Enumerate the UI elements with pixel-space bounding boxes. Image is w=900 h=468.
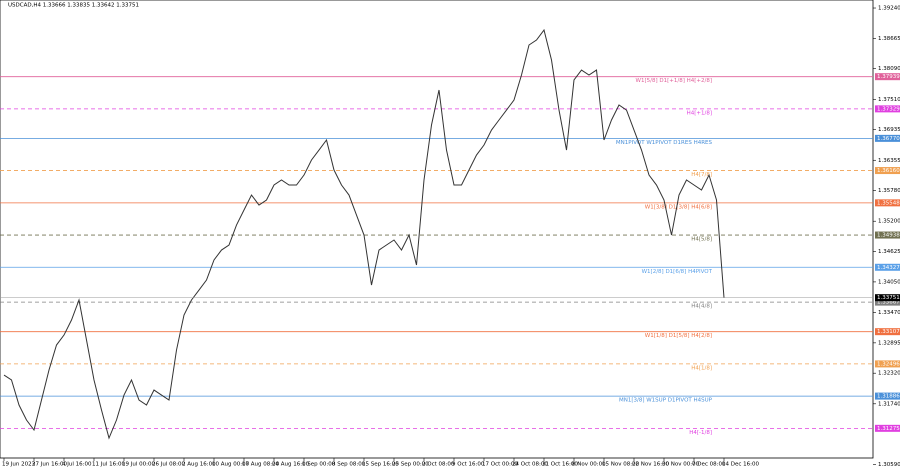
x-tick-label: 15 Nov 08:00 [602, 462, 640, 468]
x-tick-label: 31 Oct 16:00 [542, 462, 578, 468]
price-line [3, 28, 725, 440]
y-tick-label: 1.33470 [878, 310, 900, 316]
level-price-label: 1.37939 [877, 74, 900, 80]
level-text: H4[-1/8] [689, 430, 712, 436]
level-text: W1[5/8] D1[+1/8] H4[+2/8] [636, 78, 712, 84]
y-tick-label: 1.37510 [878, 97, 900, 103]
x-tick-label: 22 Nov 16:00 [632, 462, 670, 468]
level-price-box [875, 73, 900, 81]
y-tick-label: 1.36355 [878, 158, 900, 164]
x-tick-label: 24 Oct 08:00 [512, 462, 548, 468]
x-tick-label: 10 Aug 00:00 [212, 462, 250, 468]
y-tick-label: 1.39240 [878, 6, 900, 12]
level-price-box [875, 231, 900, 239]
y-tick-label: 1.35780 [878, 188, 900, 194]
x-tick-label: 30 Nov 00:00 [662, 462, 700, 468]
y-tick-label: 1.36935 [878, 127, 900, 133]
x-tick-label: 17 Oct 00:00 [482, 462, 518, 468]
y-tick-label: 1.38090 [878, 66, 900, 72]
x-tick-label: 4 Jul 16:00 [62, 462, 92, 468]
level-price-box [875, 328, 900, 336]
x-tick-label: 19 Jul 00:00 [122, 462, 155, 468]
x-tick-label: 2 Aug 16:00 [182, 462, 216, 468]
x-tick-label: 15 Sep 16:00 [362, 462, 399, 468]
level-text: H4[+1/8] [687, 110, 712, 116]
level-price-label: 1.36770 [877, 136, 900, 142]
x-tick-label: 9 Oct 16:00 [452, 462, 485, 468]
level-price-box [875, 360, 900, 368]
x-tick-label: 17 Aug 08:00 [242, 462, 280, 468]
y-tick-label: 1.38665 [878, 36, 900, 42]
level-text: H4[7/8] [691, 172, 712, 178]
x-tick-label: 7 Dec 08:00 [692, 462, 726, 468]
level-text: W1[2/8] D1[6/8] H4PIVOT [642, 269, 713, 275]
current-price-label: 1.33751 [877, 295, 900, 301]
y-tick-label: 1.32320 [878, 371, 900, 377]
level-price-label: 1.32496 [877, 361, 900, 367]
level-price-label: 1.36160 [877, 168, 900, 174]
level-price-label: 1.37329 [877, 106, 900, 112]
x-tick-label: 25 Sep 00:00 [392, 462, 429, 468]
x-tick-label: 8 Sep 08:00 [332, 462, 366, 468]
x-tick-label: 1 Sep 00:00 [302, 462, 336, 468]
x-tick-label: 19 Jun 2023 [2, 462, 36, 468]
level-text: H4[1/8] [691, 365, 712, 371]
x-tick-label: 11 Jul 16:00 [92, 462, 125, 468]
level-price-box [875, 392, 900, 400]
level-price-label: 1.31886 [877, 394, 900, 400]
y-tick-label: 1.30590 [878, 462, 900, 468]
level-price-box [875, 298, 900, 306]
level-price-box [875, 424, 900, 432]
y-tick-label: 1.35200 [878, 219, 900, 225]
level-text: W1[1/8] D1[5/8] H4[2/8] [645, 333, 712, 339]
level-price-box [875, 134, 900, 142]
level-price-box [875, 105, 900, 113]
level-text: H4[4/8] [691, 304, 712, 310]
y-tick-label: 1.31740 [878, 401, 900, 407]
chart-title: USDCAD,H4 1.33666 1.33835 1.33642 1.3375… [8, 3, 139, 9]
level-text: H4[5/8] [691, 237, 712, 243]
x-tick-label: 27 Jun 16:00 [32, 462, 67, 468]
current-price-box [875, 294, 900, 302]
level-price-label: 1.31275 [877, 426, 900, 432]
y-tick-label: 1.34050 [878, 279, 900, 285]
y-tick-label: 1.32895 [878, 340, 900, 346]
level-price-label: 1.33667 [877, 300, 900, 306]
x-tick-label: 8 Nov 00:00 [572, 462, 606, 468]
x-tick-label: 2 Oct 08:00 [422, 462, 455, 468]
plot-frame [0, 0, 874, 459]
level-price-box [875, 263, 900, 271]
level-price-label: 1.34327 [877, 265, 900, 271]
level-price-label: 1.35548 [877, 200, 900, 206]
x-tick-label: 26 Jul 08:00 [152, 462, 185, 468]
level-text: MN1[3/8] W1SUP D1PIVOT H4SUP [619, 398, 713, 404]
x-tick-label: 14 Dec 16:00 [722, 462, 759, 468]
level-text: W1[3/8] D1[3/8] H4[6/8] [645, 204, 712, 210]
level-price-label: 1.33107 [877, 329, 900, 335]
level-text: MN1PIVOT W1PIVOT D1RES H4RES [616, 140, 713, 146]
level-price-label: 1.34938 [877, 233, 900, 239]
y-tick-label: 1.34625 [878, 249, 900, 255]
x-tick-label: 24 Aug 16:00 [272, 462, 310, 468]
level-price-box [875, 167, 900, 175]
level-price-box [875, 199, 900, 207]
